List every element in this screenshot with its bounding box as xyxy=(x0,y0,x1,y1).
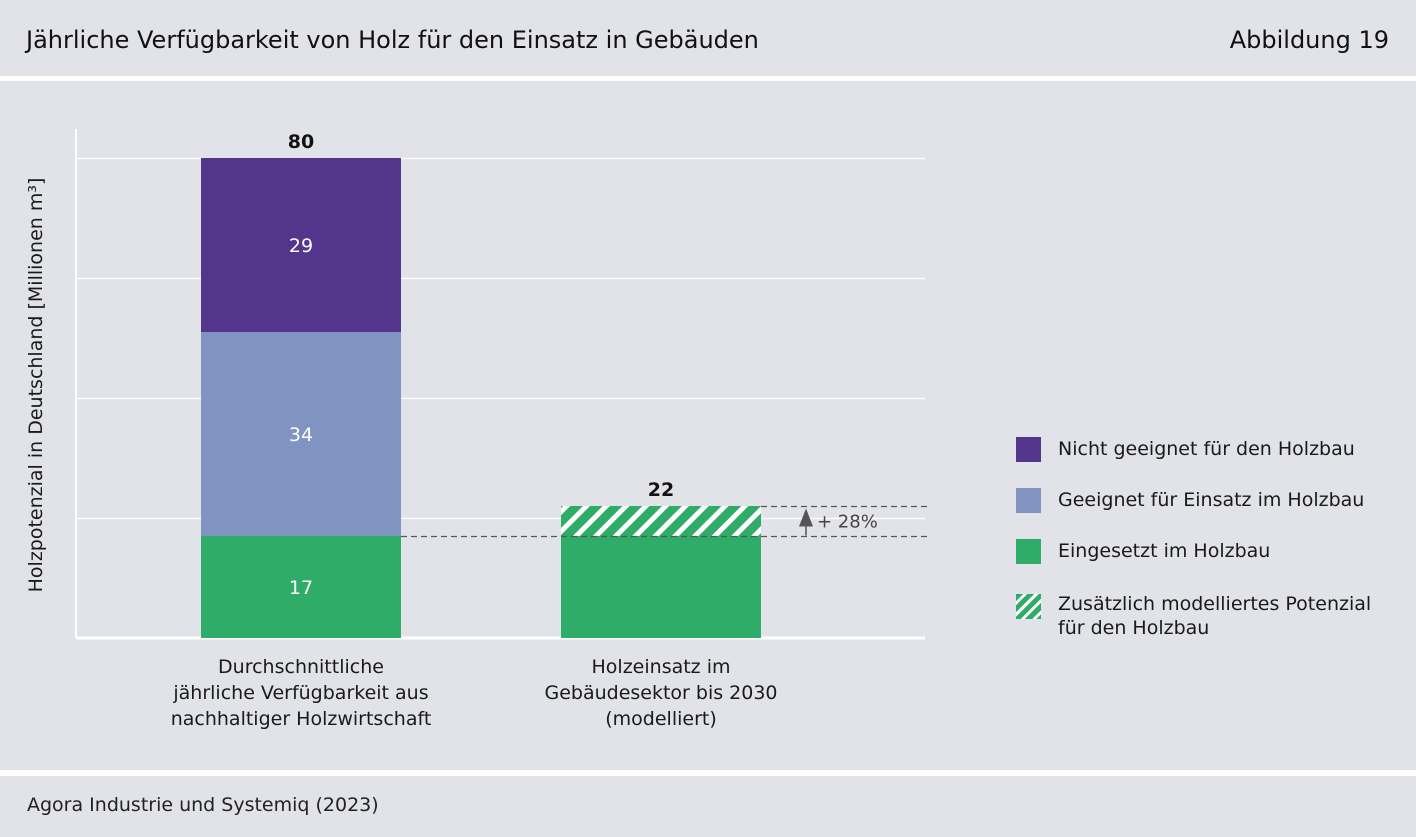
bar-segment xyxy=(201,332,401,536)
legend-label-line: Geeignet für Einsatz im Holzbau xyxy=(1058,489,1365,511)
legend-label-line: Eingesetzt im Holzbau xyxy=(1058,540,1271,562)
axes: Holzpotenzial in Deutschland [Millionen … xyxy=(25,129,925,640)
legend-label-line: Nicht geeignet für den Holzbau xyxy=(1058,438,1355,460)
segment-value-label: 34 xyxy=(289,424,313,446)
growth-annotation: + 28% xyxy=(401,505,930,538)
chart-title: Jährliche Verfügbarkeit von Holz für den… xyxy=(26,26,759,54)
category-label: Gebäudesektor bis 2030 xyxy=(544,682,777,704)
category-label: jährliche Verfügbarkeit aus xyxy=(172,682,428,704)
legend-swatch xyxy=(1016,437,1041,462)
bar-segment xyxy=(561,506,761,536)
legend-label: Geeignet für Einsatz im Holzbau xyxy=(1058,488,1364,512)
category-label: Holzeinsatz im xyxy=(592,656,731,678)
segment-value-label: 17 xyxy=(289,577,313,599)
header-bar: Jährliche Verfügbarkeit von Holz für den… xyxy=(0,0,1416,76)
data-labels: 17 34 29 80 22 Durchschnittliche jährliche Ver… xyxy=(171,131,778,730)
category-label: nachhaltiger Holzwirtschaft xyxy=(171,708,432,730)
source-note: Agora Industrie und Systemiq (2023) xyxy=(27,794,379,816)
legend-label-line: Zusätzlich modelliertes Potenzial xyxy=(1058,593,1372,615)
category-label: (modelliert) xyxy=(605,708,717,730)
legend-swatch xyxy=(1016,539,1041,564)
legend-label: Zusätzlich modelliertes Potenzial für den… xyxy=(1058,592,1371,640)
category-label: Durchschnittliche xyxy=(218,656,384,678)
legend-label: Eingesetzt im Holzbau xyxy=(1058,539,1270,563)
legend-label-line: für den Holzbau xyxy=(1058,617,1210,639)
segment-value-label: 29 xyxy=(289,235,313,257)
bar-total-label: 80 xyxy=(288,131,314,153)
growth-annotation-label: + 28% xyxy=(817,512,878,533)
growth-arrow-head xyxy=(799,508,813,527)
figure-number: Abbildung 19 xyxy=(1229,26,1389,54)
legend-label: Nicht geeignet für den Holzbau xyxy=(1058,437,1355,461)
bars xyxy=(201,158,761,638)
bar-total-label: 22 xyxy=(648,479,674,501)
y-axis-label: Holzpotenzial in Deutschland [Millionen … xyxy=(25,178,47,593)
bar-segment xyxy=(561,536,761,638)
bar-segment xyxy=(201,536,401,638)
legend-swatch xyxy=(1016,594,1041,619)
bar-segment xyxy=(201,158,401,332)
legend-swatch xyxy=(1016,488,1041,513)
footer-bar: Agora Industrie und Systemiq (2023) xyxy=(0,776,1416,837)
